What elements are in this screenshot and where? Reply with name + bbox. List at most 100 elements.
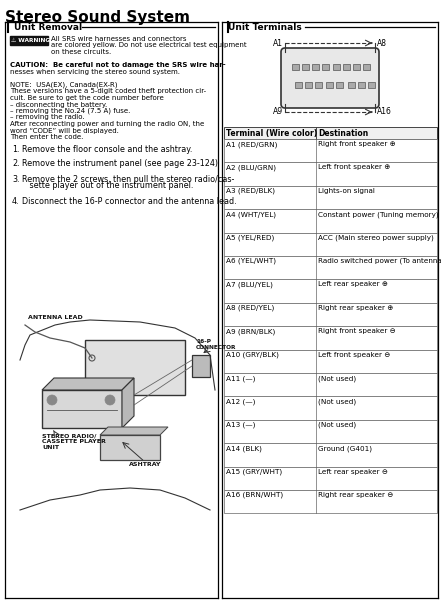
Text: Left rear speaker ⊖: Left rear speaker ⊖ — [318, 469, 388, 475]
Polygon shape — [42, 378, 134, 390]
Text: Ground (G401): Ground (G401) — [318, 445, 372, 452]
Bar — [224, 443, 437, 467]
Bar — [326, 82, 333, 88]
Text: A15 (GRY/WHT): A15 (GRY/WHT) — [226, 469, 282, 475]
Text: Stereo Sound System: Stereo Sound System — [5, 10, 190, 25]
Text: Terminal (Wire color): Terminal (Wire color) — [226, 129, 317, 138]
Text: A11 (—): A11 (—) — [226, 375, 255, 382]
Bar — [224, 373, 437, 397]
Text: are colored yellow. Do not use electrical test equipment: are colored yellow. Do not use electrica… — [51, 43, 247, 49]
Text: ANTENNA LEAD: ANTENNA LEAD — [28, 315, 83, 320]
Text: A13 (—): A13 (—) — [226, 422, 255, 428]
Polygon shape — [100, 427, 168, 435]
Bar — [224, 397, 437, 420]
Bar — [224, 350, 437, 373]
Text: A7 (BLU/YEL): A7 (BLU/YEL) — [226, 281, 273, 288]
Text: ⚠ WARNING: ⚠ WARNING — [11, 37, 50, 43]
Bar — [224, 467, 437, 490]
Text: A1 (RED/GRN): A1 (RED/GRN) — [226, 141, 277, 148]
Bar — [358, 82, 365, 88]
Text: (Not used): (Not used) — [318, 398, 356, 405]
Text: Left front speaker ⊕: Left front speaker ⊕ — [318, 164, 390, 170]
Circle shape — [105, 395, 115, 405]
Text: A3 (RED/BLK): A3 (RED/BLK) — [226, 188, 275, 194]
Bar — [224, 163, 437, 186]
Bar — [224, 186, 437, 209]
Text: (Not used): (Not used) — [318, 375, 356, 382]
Text: Left front speaker ⊖: Left front speaker ⊖ — [318, 352, 390, 358]
Text: A9: A9 — [273, 107, 283, 116]
Bar — [336, 82, 343, 88]
Text: CAUTION:  Be careful not to damage the SRS wire har-: CAUTION: Be careful not to damage the SR… — [10, 62, 226, 68]
Text: A4 (WHT/YEL): A4 (WHT/YEL) — [226, 211, 276, 218]
FancyBboxPatch shape — [281, 48, 379, 108]
Text: – removing the radio.: – removing the radio. — [10, 115, 85, 121]
Text: sette player out of the instrument panel.: sette player out of the instrument panel… — [22, 181, 193, 191]
Text: Right front speaker ⊖: Right front speaker ⊖ — [318, 328, 396, 334]
Text: Constant power (Tuning memory): Constant power (Tuning memory) — [318, 211, 439, 218]
Bar — [333, 64, 340, 70]
Text: Right rear speaker ⊕: Right rear speaker ⊕ — [318, 305, 393, 311]
Text: – removing the No.24 (7.5 A) fuse.: – removing the No.24 (7.5 A) fuse. — [10, 108, 131, 115]
Bar — [85, 340, 185, 395]
Bar — [224, 420, 437, 443]
Bar — [224, 209, 437, 233]
Bar — [305, 82, 312, 88]
Text: Then enter the code.: Then enter the code. — [10, 134, 83, 140]
Bar — [295, 82, 302, 88]
Text: 16-P
CONNECTOR: 16-P CONNECTOR — [196, 339, 236, 350]
Text: cuit. Be sure to get the code number before: cuit. Be sure to get the code number bef… — [10, 95, 164, 101]
Bar — [353, 64, 360, 70]
Bar — [292, 64, 299, 70]
Bar — [42, 390, 122, 428]
Bar — [8, 308, 215, 588]
Bar — [224, 127, 437, 139]
Circle shape — [47, 395, 57, 405]
Text: 3.: 3. — [12, 175, 19, 184]
Text: A16: A16 — [377, 107, 392, 116]
Text: 1.: 1. — [12, 145, 19, 154]
Text: A14 (BLK): A14 (BLK) — [226, 445, 262, 452]
Text: STEREO RADIO/
CASSETTE PLAYER
UNIT: STEREO RADIO/ CASSETTE PLAYER UNIT — [42, 433, 106, 449]
Bar — [343, 64, 350, 70]
Text: A2 (BLU/GRN): A2 (BLU/GRN) — [226, 164, 276, 171]
Text: A16 (BRN/WHT): A16 (BRN/WHT) — [226, 492, 283, 499]
Text: Lights-on signal: Lights-on signal — [318, 188, 375, 194]
Bar — [315, 82, 322, 88]
Text: NOTE:  USA(EX), Canada(EX-R): NOTE: USA(EX), Canada(EX-R) — [10, 82, 117, 88]
Bar — [302, 64, 309, 70]
Text: ACC (Main stereo power supply): ACC (Main stereo power supply) — [318, 235, 434, 241]
Bar — [368, 82, 375, 88]
Bar — [363, 64, 370, 70]
Text: Remove the 2 screws, then pull the stereo radio/cas-: Remove the 2 screws, then pull the stere… — [22, 175, 234, 184]
Text: Destination: Destination — [318, 129, 368, 138]
Text: nesses when servicing the stereo sound system.: nesses when servicing the stereo sound s… — [10, 69, 180, 75]
Bar — [224, 280, 437, 303]
Text: Unit Terminals: Unit Terminals — [228, 23, 302, 32]
Text: Right front speaker ⊕: Right front speaker ⊕ — [318, 141, 396, 147]
Text: ASHTRAY: ASHTRAY — [129, 462, 161, 467]
Polygon shape — [122, 378, 134, 428]
Text: – disconnecting the battery.: – disconnecting the battery. — [10, 101, 107, 107]
Text: A9 (BRN/BLK): A9 (BRN/BLK) — [226, 328, 275, 335]
Bar — [10, 36, 48, 45]
Bar — [224, 256, 437, 280]
Bar — [224, 303, 437, 326]
Bar — [322, 64, 329, 70]
Text: 4.: 4. — [12, 196, 19, 205]
Bar — [192, 355, 210, 377]
Bar — [224, 490, 437, 514]
Text: Disconnect the 16-P connector and the antenna lead.: Disconnect the 16-P connector and the an… — [22, 196, 237, 205]
Text: A6 (YEL/WHT): A6 (YEL/WHT) — [226, 258, 276, 265]
Text: Left rear speaker ⊕: Left rear speaker ⊕ — [318, 281, 388, 287]
Text: All SRS wire harnesses and connectors: All SRS wire harnesses and connectors — [51, 36, 187, 42]
Text: A8 (RED/YEL): A8 (RED/YEL) — [226, 305, 274, 311]
Text: These versions have a 5-digit coded theft protection cir-: These versions have a 5-digit coded thef… — [10, 88, 206, 94]
Bar — [100, 435, 160, 460]
Text: A8: A8 — [377, 38, 387, 47]
Text: A1: A1 — [273, 38, 283, 47]
Bar — [224, 326, 437, 350]
Text: on these circuits.: on these circuits. — [51, 49, 111, 55]
Bar — [224, 233, 437, 256]
Bar — [348, 82, 355, 88]
